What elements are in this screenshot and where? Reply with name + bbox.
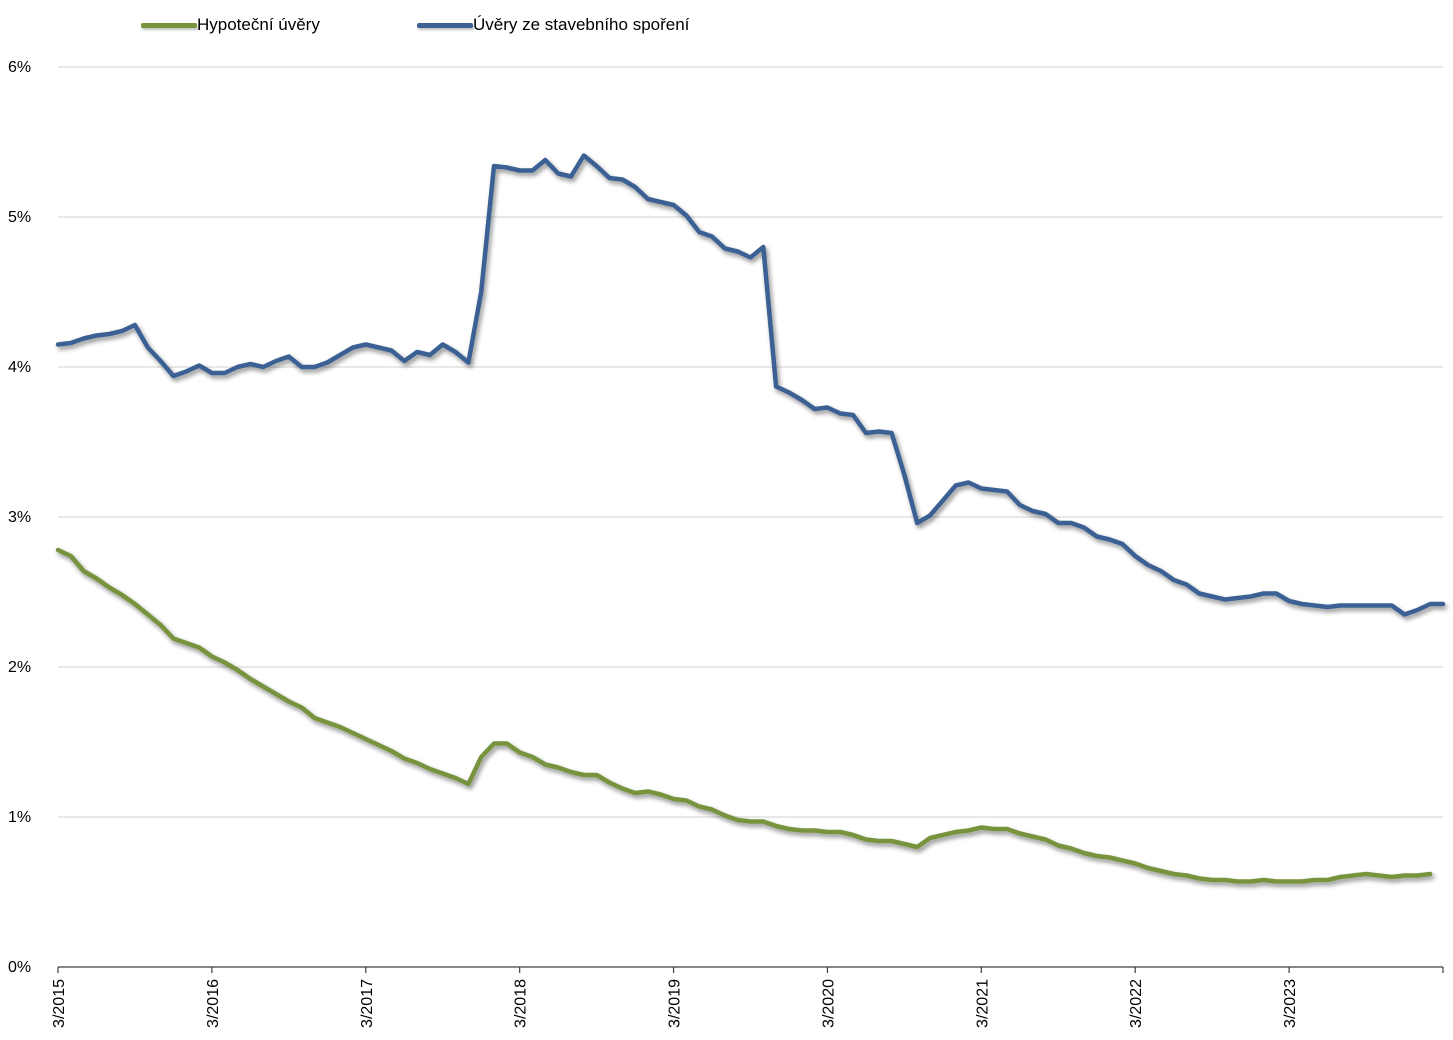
x-tick-label: 3/2017 <box>359 979 376 1028</box>
y-tick-label: 1% <box>8 809 31 826</box>
axes: 0% 1% 2% 3% 4% 5% 6% 3/2015 3/2016 3/2017 3/2018 3/… <box>8 59 1444 1028</box>
gridlines <box>58 66 1443 818</box>
legend-label-mortgage: Hypoteční úvěry <box>197 15 320 34</box>
x-tick-label: 3/2019 <box>667 979 684 1028</box>
legend-item-mortgage: Hypoteční úvěry <box>141 12 320 38</box>
x-tick-label: 3/2022 <box>1128 979 1145 1028</box>
legend-swatch-mortgage <box>141 22 197 28</box>
legend-swatch-building-savings <box>417 22 473 28</box>
y-tick-label: 2% <box>8 659 31 676</box>
x-tick-label: 3/2021 <box>974 979 991 1028</box>
x-tick-label: 3/2018 <box>513 979 530 1028</box>
x-tick-label: 3/2015 <box>51 979 68 1028</box>
series <box>55 153 1446 884</box>
legend: Hypoteční úvěry Úvěry ze stavebního spoř… <box>0 12 1453 38</box>
y-tick-label: 5% <box>8 209 31 226</box>
legend-item-building-savings: Úvěry ze stavebního spoření <box>417 12 689 38</box>
y-tick-label: 4% <box>8 359 31 376</box>
series-line-building-savings <box>55 153 1446 617</box>
legend-label-building-savings: Úvěry ze stavebního spoření <box>473 15 690 34</box>
x-tick-label: 3/2016 <box>205 979 222 1028</box>
y-tick-label: 0% <box>8 959 31 976</box>
x-tick-label: 3/2023 <box>1282 979 1299 1028</box>
series-line-mortgage <box>55 547 1433 884</box>
x-tick-label: 3/2020 <box>820 979 837 1028</box>
y-tick-label: 3% <box>8 509 31 526</box>
y-tick-label: 6% <box>8 59 31 76</box>
